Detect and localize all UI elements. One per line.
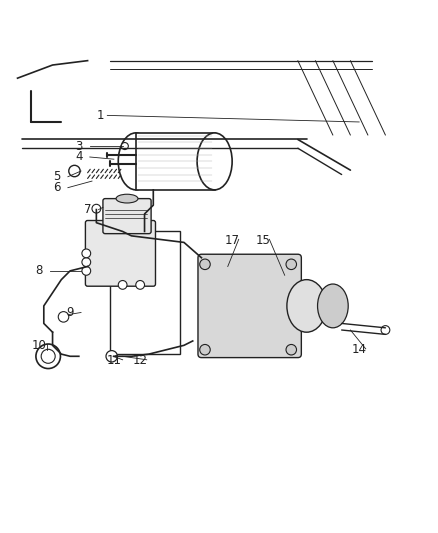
Text: 5: 5 [53,170,60,183]
Text: 1: 1 [97,109,105,122]
Circle shape [41,349,55,364]
Text: 4: 4 [75,150,83,164]
Text: 7: 7 [84,203,92,216]
Text: 3: 3 [75,140,82,152]
Text: 9: 9 [66,306,74,319]
Text: 11: 11 [106,354,121,367]
Circle shape [36,344,60,368]
Circle shape [286,344,297,355]
Circle shape [82,266,91,275]
Ellipse shape [118,133,153,190]
Text: 10: 10 [32,339,47,352]
Text: 14: 14 [352,343,367,356]
Text: 12: 12 [133,354,148,367]
FancyBboxPatch shape [103,199,151,233]
Text: 6: 6 [53,181,61,194]
Circle shape [136,280,145,289]
FancyBboxPatch shape [85,221,155,286]
Circle shape [121,142,128,150]
FancyBboxPatch shape [198,254,301,358]
Ellipse shape [287,280,326,332]
Circle shape [118,280,127,289]
Circle shape [286,259,297,270]
Circle shape [69,165,80,177]
Circle shape [92,204,101,213]
Text: 8: 8 [36,264,43,277]
Circle shape [200,344,210,355]
Text: 15: 15 [255,233,270,247]
Bar [110,231,180,354]
Circle shape [381,326,390,334]
Text: 17: 17 [225,233,240,247]
Circle shape [58,312,69,322]
Circle shape [200,259,210,270]
Ellipse shape [197,133,232,190]
Circle shape [106,351,117,362]
Bar [136,133,215,190]
Ellipse shape [116,194,138,203]
Circle shape [82,258,91,266]
Ellipse shape [318,284,348,328]
Circle shape [82,249,91,258]
